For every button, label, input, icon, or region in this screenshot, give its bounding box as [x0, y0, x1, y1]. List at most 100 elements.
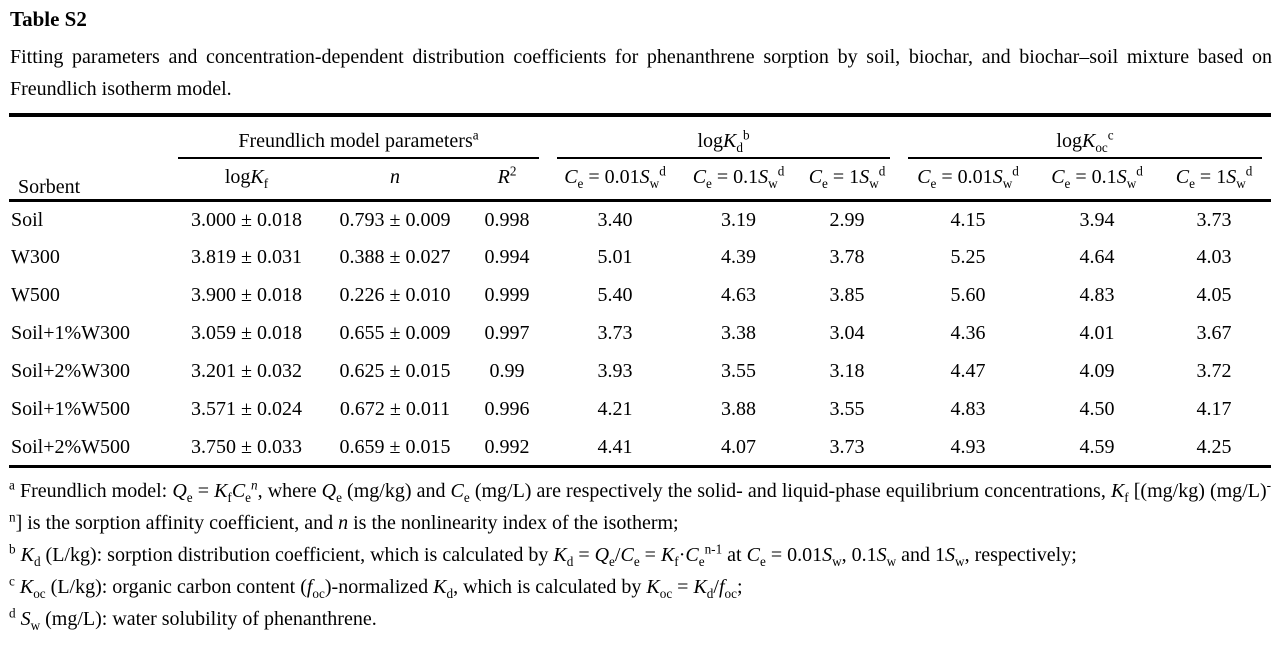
cell-n: 0.659 ± 0.015 — [339, 435, 451, 458]
cell-kd-ce01: 3.38 — [721, 322, 756, 345]
table-row: W500 3.900 ± 0.018 0.226 ± 0.010 0.999 5… — [9, 277, 1271, 315]
cell-n: 0.388 ± 0.027 — [339, 246, 451, 269]
cell-koc-ce01: 4.09 — [1079, 360, 1115, 383]
cell-kd-ce01: 3.55 — [721, 360, 756, 383]
cell-logkf: 3.201 ± 0.032 — [191, 360, 302, 383]
cell-koc-ce01: 3.94 — [1079, 209, 1115, 232]
header-kd-ce001: Ce = 0.01Swd — [564, 163, 666, 192]
cell-koc-ce001: 4.93 — [950, 435, 986, 458]
header-koc-ce001: Ce = 0.01Swd — [917, 163, 1019, 192]
footnote-d: d Sw (mg/L): water solubility of phenant… — [9, 605, 377, 634]
table-title: Table S2 — [10, 7, 87, 31]
cell-koc-ce01: 4.01 — [1079, 322, 1115, 345]
cell-kd-ce01: 4.07 — [721, 435, 756, 458]
header-r2: R2 — [497, 163, 517, 189]
document-page: Table S2 Fitting parameters and concentr… — [9, 7, 1272, 635]
cell-kd-ce01: 4.63 — [721, 284, 756, 307]
cell-r2: 0.99 — [489, 360, 525, 383]
cell-logkf: 3.819 ± 0.031 — [191, 246, 302, 269]
header-group-freundlich: Freundlich model parametersa — [169, 115, 548, 159]
cell-kd-ce001: 3.93 — [597, 360, 633, 383]
cell-r2: 0.994 — [484, 246, 530, 269]
cell-n: 0.793 ± 0.009 — [339, 209, 451, 232]
cell-sorbent: Soil+2%W500 — [11, 435, 131, 458]
cell-koc-ce001: 4.83 — [950, 398, 986, 421]
cell-r2: 0.996 — [484, 398, 530, 421]
cell-koc-ce01: 4.64 — [1079, 246, 1115, 269]
table-row: Soil+2%W500 3.750 ± 0.033 0.659 ± 0.015 … — [9, 429, 1271, 467]
header-group-logkd-label: logKdb — [557, 128, 891, 159]
cell-r2: 0.992 — [484, 435, 530, 458]
table-row: W300 3.819 ± 0.031 0.388 ± 0.027 0.994 5… — [9, 239, 1271, 277]
header-sorbent: Sorbent — [18, 176, 81, 199]
cell-kd-ce001: 5.01 — [597, 246, 633, 269]
cell-n: 0.655 ± 0.009 — [339, 322, 451, 345]
header-logkf: logKf — [224, 166, 269, 192]
table-row: Soil+1%W300 3.059 ± 0.018 0.655 ± 0.009 … — [9, 315, 1271, 353]
footnote-c: c Koc (L/kg): organic carbon content (fo… — [9, 573, 743, 602]
cell-sorbent: W300 — [11, 246, 60, 269]
table-row: Soil+2%W300 3.201 ± 0.032 0.625 ± 0.015 … — [9, 353, 1271, 391]
table-body: Soil 3.000 ± 0.018 0.793 ± 0.009 0.998 3… — [9, 200, 1272, 467]
cell-kd-ce1: 3.55 — [829, 398, 865, 421]
cell-kd-ce001: 3.73 — [597, 322, 633, 345]
header-kd-ce1: Ce = 1Swd — [808, 163, 886, 192]
cell-n: 0.226 ± 0.010 — [339, 284, 451, 307]
data-table: Sorbent Freundlich model parametersa log… — [9, 112, 1272, 469]
cell-koc-ce1: 3.72 — [1196, 360, 1232, 383]
cell-koc-ce001: 4.15 — [950, 209, 986, 232]
cell-koc-ce1: 4.05 — [1196, 284, 1232, 307]
cell-logkf: 3.000 ± 0.018 — [191, 209, 302, 232]
cell-kd-ce01: 3.19 — [721, 209, 756, 232]
header-group-row: Sorbent Freundlich model parametersa log… — [9, 115, 1271, 198]
header-group-logkoc: logKocc — [899, 115, 1271, 159]
cell-kd-ce001: 3.40 — [597, 209, 633, 232]
cell-koc-ce001: 4.36 — [950, 322, 986, 345]
footnote-a: a Freundlich model: Qe = KfCen, where Qe… — [9, 477, 1272, 535]
cell-kd-ce001: 4.21 — [597, 398, 633, 421]
cell-kd-ce001: 5.40 — [597, 284, 633, 307]
table-header: Sorbent Freundlich model parametersa log… — [9, 115, 1271, 201]
cell-kd-ce1: 3.73 — [829, 435, 865, 458]
cell-logkf: 3.571 ± 0.024 — [191, 398, 302, 421]
cell-koc-ce001: 5.25 — [950, 246, 986, 269]
header-koc-ce1: Ce = 1Swd — [1175, 163, 1253, 192]
header-kd-ce01: Ce = 0.1Swd — [692, 163, 785, 192]
cell-logkf: 3.059 ± 0.018 — [191, 322, 302, 345]
cell-kd-ce01: 3.88 — [721, 398, 756, 421]
cell-n: 0.672 ± 0.011 — [339, 398, 451, 421]
header-sub-row: logKf n R2 Ce = 0.01Swd Ce = 0.1Swd Ce =… — [9, 159, 1271, 201]
header-koc-ce01: Ce = 0.1Swd — [1051, 163, 1143, 192]
cell-kd-ce1: 3.04 — [829, 322, 865, 345]
header-group-logkd: logKdb — [548, 115, 899, 159]
cell-sorbent: Soil+1%W500 — [11, 398, 131, 421]
cell-kd-ce1: 3.85 — [829, 284, 865, 307]
cell-sorbent: W500 — [11, 284, 60, 307]
cell-koc-ce01: 4.59 — [1079, 435, 1115, 458]
cell-kd-ce1: 3.18 — [829, 360, 865, 383]
cell-sorbent: Soil — [11, 209, 44, 232]
cell-kd-ce1: 2.99 — [829, 209, 865, 232]
cell-koc-ce01: 4.83 — [1079, 284, 1115, 307]
cell-koc-ce1: 3.67 — [1196, 322, 1232, 345]
header-group-freundlich-label: Freundlich model parametersa — [178, 128, 539, 159]
footnotes: a Freundlich model: Qe = KfCen, where Qe… — [9, 475, 1271, 635]
footnote-b: b Kd (L/kg): sorption distribution coeff… — [9, 541, 1077, 570]
header-n: n — [390, 166, 400, 189]
table-caption: Fitting parameters and concentration-dep… — [10, 46, 1272, 101]
cell-koc-ce001: 4.47 — [950, 360, 986, 383]
cell-koc-ce1: 4.25 — [1196, 435, 1232, 458]
cell-kd-ce01: 4.39 — [721, 246, 756, 269]
cell-r2: 0.998 — [484, 209, 530, 232]
table-row: Soil 3.000 ± 0.018 0.793 ± 0.009 0.998 3… — [9, 201, 1271, 239]
cell-logkf: 3.900 ± 0.018 — [191, 284, 302, 307]
cell-logkf: 3.750 ± 0.033 — [191, 435, 302, 458]
cell-n: 0.625 ± 0.015 — [339, 360, 451, 383]
header-group-logkoc-label: logKocc — [908, 128, 1263, 159]
cell-koc-ce01: 4.50 — [1079, 398, 1115, 421]
cell-koc-ce1: 4.17 — [1196, 398, 1232, 421]
cell-kd-ce001: 4.41 — [597, 435, 633, 458]
cell-r2: 0.999 — [484, 284, 530, 307]
cell-sorbent: Soil+2%W300 — [11, 360, 131, 383]
cell-kd-ce1: 3.78 — [829, 246, 865, 269]
